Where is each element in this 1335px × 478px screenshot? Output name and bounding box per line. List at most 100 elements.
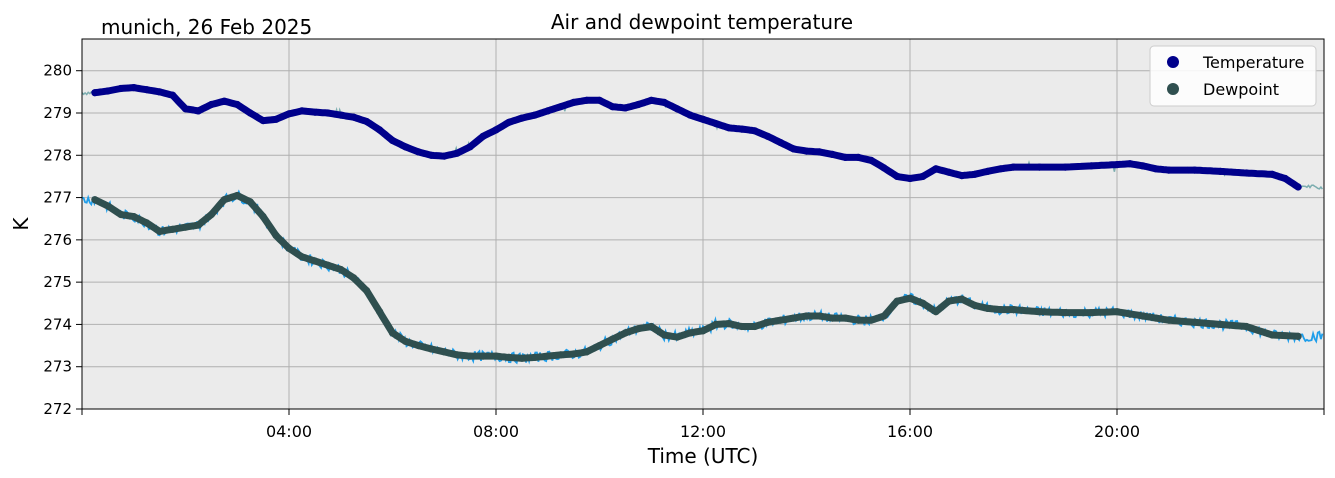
data-point-dewpoint (802, 312, 811, 320)
data-point-temperature (492, 126, 500, 134)
y-tick-label: 277 (43, 189, 72, 207)
data-point-dewpoint (906, 294, 914, 302)
data-point-temperature (505, 118, 513, 126)
data-point-temperature (1165, 166, 1173, 174)
data-point-dewpoint (699, 327, 707, 335)
data-point-dewpoint (1216, 320, 1225, 328)
data-point-dewpoint (466, 352, 474, 360)
data-point-temperature (104, 87, 112, 95)
data-point-temperature (518, 114, 526, 122)
data-point-dewpoint (854, 316, 862, 324)
data-point-dewpoint (738, 322, 746, 331)
data-point-temperature (350, 113, 358, 121)
data-point-dewpoint (595, 342, 604, 350)
data-point-temperature (401, 143, 409, 151)
data-point-temperature (440, 152, 448, 160)
data-point-temperature (815, 148, 824, 156)
data-point-dewpoint (764, 318, 772, 326)
data-point-dewpoint (1061, 309, 1069, 317)
data-point-temperature (1009, 163, 1018, 171)
data-point-dewpoint (104, 202, 112, 210)
data-point-dewpoint (156, 227, 164, 235)
data-point-temperature (117, 84, 125, 93)
data-point-dewpoint (725, 320, 733, 328)
data-point-temperature (272, 115, 280, 123)
data-point-temperature (479, 132, 487, 140)
y-tick-label: 273 (43, 358, 72, 376)
legend-label-dewpoint: Dewpoint (1203, 80, 1279, 99)
data-point-temperature (595, 96, 604, 104)
y-tick-label: 279 (43, 104, 72, 122)
data-point-temperature (156, 88, 164, 96)
data-point-dewpoint (570, 350, 578, 358)
data-point-temperature (130, 84, 138, 92)
data-point-dewpoint (401, 337, 409, 345)
data-point-temperature (194, 107, 202, 115)
data-point-temperature (363, 117, 371, 126)
data-point-dewpoint (505, 353, 513, 361)
data-point-dewpoint (686, 329, 694, 337)
data-point-temperature (841, 153, 849, 161)
data-point-temperature (181, 105, 190, 113)
data-point-temperature (764, 132, 772, 140)
series-line-temperature (91, 84, 1302, 191)
data-point-temperature (971, 170, 979, 178)
data-point-dewpoint (544, 352, 552, 360)
data-point-dewpoint (790, 314, 798, 322)
data-point-temperature (621, 104, 630, 112)
legend-marker-temperature (1167, 56, 1179, 68)
data-point-dewpoint (1126, 310, 1134, 318)
x-axis-label: Time (UTC) (647, 444, 759, 468)
data-point-temperature (958, 172, 966, 180)
data-point-dewpoint (479, 352, 487, 360)
data-point-dewpoint (777, 316, 785, 324)
data-point-dewpoint (660, 331, 668, 339)
data-point-dewpoint (893, 297, 901, 305)
data-point-temperature (583, 96, 591, 104)
y-tick-label: 278 (43, 146, 72, 164)
data-point-dewpoint (143, 219, 151, 227)
data-point-temperature (1126, 160, 1134, 168)
data-point-dewpoint (984, 304, 992, 312)
data-point-temperature (660, 98, 668, 106)
data-point-dewpoint (932, 308, 940, 316)
x-tick-label: 20:00 (1094, 422, 1140, 441)
data-point-temperature (91, 89, 99, 97)
data-point-temperature (828, 150, 837, 158)
y-tick-label: 275 (43, 273, 72, 291)
data-point-temperature (634, 100, 642, 109)
data-point-temperature (867, 156, 875, 164)
data-point-temperature (932, 165, 940, 173)
data-point-temperature (854, 153, 862, 161)
data-point-temperature (984, 167, 992, 175)
data-point-temperature (1152, 165, 1160, 173)
data-point-dewpoint (880, 312, 888, 320)
data-point-dewpoint (259, 213, 267, 221)
data-point-dewpoint (337, 265, 345, 274)
data-point-dewpoint (414, 342, 422, 350)
data-point-dewpoint (117, 210, 125, 219)
legend-box (1149, 45, 1317, 107)
data-point-dewpoint (997, 306, 1005, 314)
data-point-dewpoint (751, 322, 759, 331)
x-tick-label: 04:00 (266, 422, 312, 441)
data-point-dewpoint (1242, 322, 1250, 331)
data-point-temperature (1242, 169, 1250, 177)
data-point-temperature (1087, 162, 1095, 170)
data-point-dewpoint (453, 351, 461, 359)
data-point-dewpoint (376, 308, 384, 316)
data-point-temperature (1113, 161, 1121, 169)
data-point-temperature (1281, 174, 1289, 183)
data-point-temperature (427, 151, 435, 159)
data-point-dewpoint (1294, 332, 1302, 340)
data-point-dewpoint (363, 287, 371, 295)
data-point-temperature (1035, 163, 1043, 171)
data-point-temperature (453, 149, 461, 157)
y-tick-label: 274 (43, 315, 72, 333)
data-point-dewpoint (1152, 314, 1160, 322)
data-point-dewpoint (647, 322, 655, 331)
data-point-dewpoint (492, 352, 500, 360)
data-point-temperature (570, 98, 578, 106)
legend: Temperature Dewpoint (1149, 45, 1317, 107)
